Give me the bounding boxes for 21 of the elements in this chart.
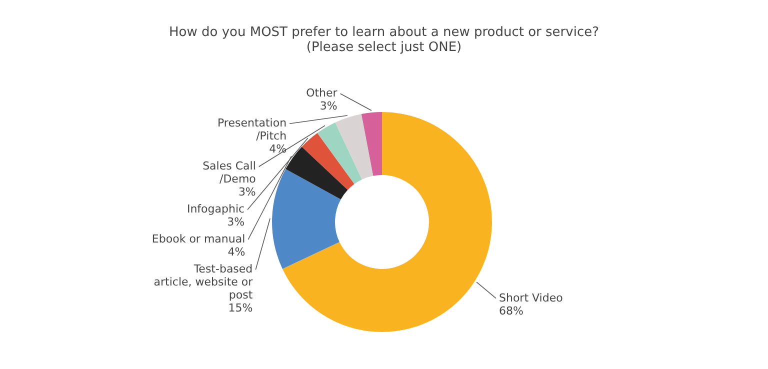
donut-slice [302,133,354,190]
data-label: 4% [269,142,287,156]
data-label: 4% [228,246,246,259]
slice-label: Test-based article, website or post [154,262,254,302]
slice-label: Other [306,86,338,100]
data-label: 68% [498,304,524,318]
donut-slice [361,112,382,176]
slice-label: Sales Call /Demo [202,160,256,186]
data-label: 15% [228,302,253,315]
data-label: 3% [320,100,338,113]
donut-slice [286,146,348,200]
data-label: 3% [227,216,245,229]
slice-label: Presentation /Pitch [217,116,287,143]
donut-slice [317,122,362,184]
slice-label: Infogaphic [186,202,245,216]
slice-label: Ebook or manual [152,232,246,246]
donut-slice [272,169,341,269]
slice-label: Short Video [498,291,564,304]
data-label: 3% [238,186,256,199]
chart-title: How do you MOST prefer to learn about a new product or service? (Please select just ONE) [168,25,600,55]
donut-slice [335,114,374,180]
